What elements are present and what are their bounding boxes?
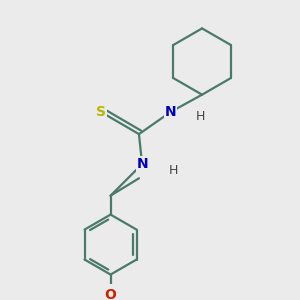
Text: H: H: [169, 164, 178, 177]
Text: N: N: [165, 105, 176, 119]
Text: O: O: [105, 288, 116, 300]
Text: S: S: [96, 105, 106, 119]
Text: N: N: [136, 157, 148, 171]
Text: H: H: [196, 110, 205, 123]
